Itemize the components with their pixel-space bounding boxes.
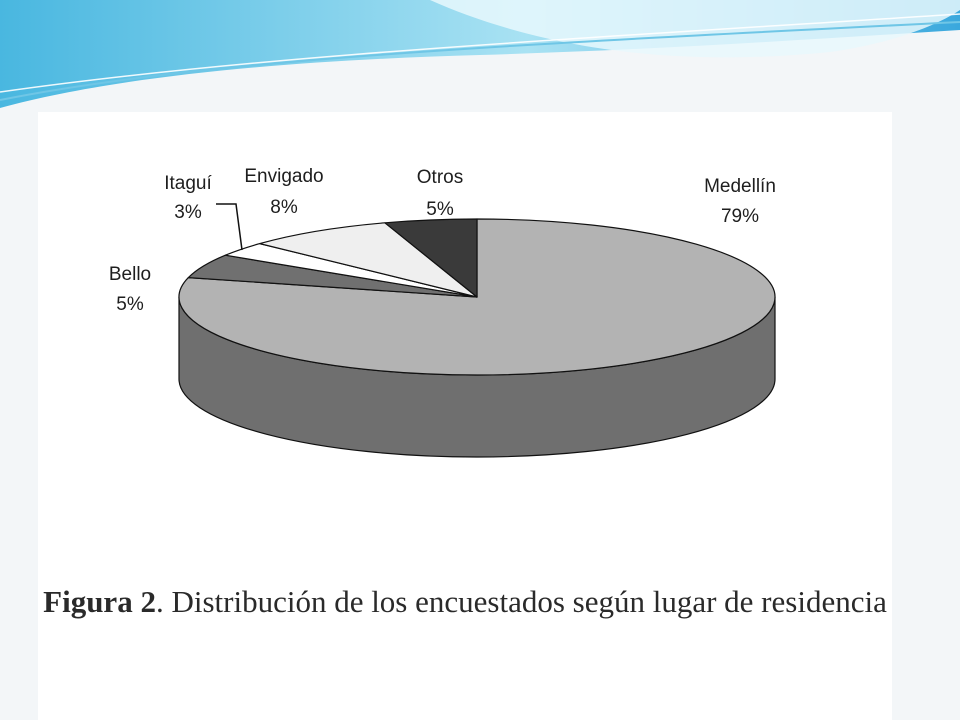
figure-panel: Medellín 79% Bello 5% Itaguí 3% Envigado…	[38, 112, 892, 720]
value-otros: 5%	[426, 199, 454, 220]
pie-tops	[178, 218, 776, 376]
label-bello: Bello	[109, 264, 151, 285]
itagui-leader-line	[216, 203, 243, 251]
header-wave-highlight	[430, 0, 960, 58]
label-itagui: Itaguí	[164, 173, 212, 194]
value-medellin: 79%	[721, 206, 759, 227]
pie-slice-envigado	[259, 222, 478, 298]
caption-text: . Distribución de los encuestados según …	[155, 584, 887, 619]
pie-slice-otros	[384, 218, 478, 298]
figure-number: Figura 2	[43, 584, 156, 619]
figure-caption: Figura 2. Distribución de los encuestado…	[38, 584, 892, 620]
pie-chart: Medellín 79% Bello 5% Itaguí 3% Envigado…	[109, 166, 776, 458]
value-bello: 5%	[116, 294, 144, 315]
label-otros: Otros	[417, 167, 463, 188]
label-envigado: Envigado	[244, 166, 323, 187]
value-itagui: 3%	[174, 202, 202, 223]
label-medellin: Medellín	[704, 176, 776, 197]
pie-slice-medellin	[178, 218, 776, 376]
value-envigado: 8%	[270, 197, 298, 218]
